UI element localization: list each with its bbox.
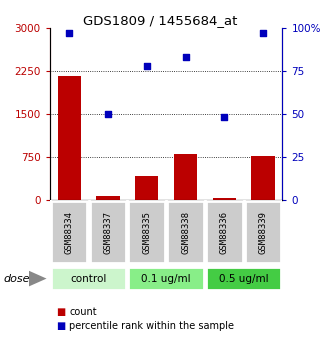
Point xyxy=(144,63,149,68)
Bar xyxy=(245,201,281,263)
Text: ■: ■ xyxy=(56,307,65,317)
Text: GDS1809 / 1455684_at: GDS1809 / 1455684_at xyxy=(83,14,238,27)
Point xyxy=(261,30,266,36)
Text: GSM88336: GSM88336 xyxy=(220,210,229,254)
Point xyxy=(183,54,188,60)
Bar xyxy=(90,201,126,263)
Point xyxy=(66,30,72,36)
Text: count: count xyxy=(69,307,97,317)
Text: control: control xyxy=(70,274,107,284)
Bar xyxy=(206,201,243,263)
Bar xyxy=(128,267,204,290)
Bar xyxy=(174,154,197,200)
Point xyxy=(222,115,227,120)
Text: GSM88339: GSM88339 xyxy=(259,210,268,254)
Bar xyxy=(51,201,87,263)
Bar xyxy=(251,156,275,200)
Bar xyxy=(167,201,204,263)
Polygon shape xyxy=(29,271,47,286)
Text: GSM88335: GSM88335 xyxy=(142,210,151,254)
Bar xyxy=(135,176,158,200)
Bar xyxy=(128,201,165,263)
Bar xyxy=(206,267,281,290)
Text: ■: ■ xyxy=(56,321,65,331)
Bar xyxy=(57,77,81,200)
Text: GSM88334: GSM88334 xyxy=(65,210,74,254)
Text: dose: dose xyxy=(3,274,30,284)
Point xyxy=(105,111,110,117)
Text: GSM88338: GSM88338 xyxy=(181,210,190,254)
Bar xyxy=(96,196,119,200)
Text: 0.1 ug/ml: 0.1 ug/ml xyxy=(141,274,191,284)
Bar xyxy=(213,198,236,200)
Text: GSM88337: GSM88337 xyxy=(103,210,112,254)
Text: percentile rank within the sample: percentile rank within the sample xyxy=(69,321,234,331)
Bar xyxy=(51,267,126,290)
Text: 0.5 ug/ml: 0.5 ug/ml xyxy=(219,274,268,284)
